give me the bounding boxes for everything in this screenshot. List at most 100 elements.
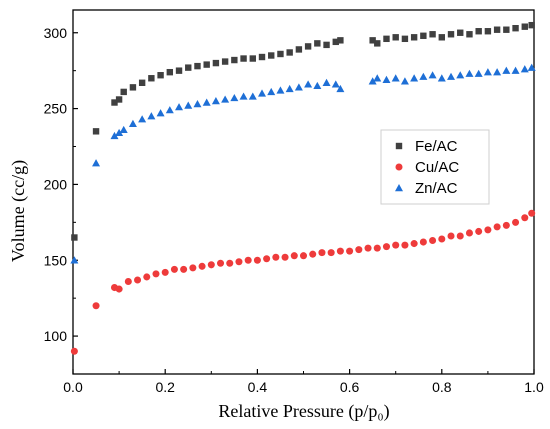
data-point xyxy=(484,226,492,234)
data-point xyxy=(410,34,418,41)
data-point xyxy=(166,68,174,76)
data-point xyxy=(138,115,147,123)
legend-label: Cu/AC xyxy=(415,159,459,176)
data-point xyxy=(318,249,326,257)
data-point xyxy=(235,258,243,266)
x-tick-label: 0.4 xyxy=(248,379,268,395)
x-axis-title: Relative Pressure (p/p₀) xyxy=(218,401,389,422)
data-point xyxy=(382,75,391,83)
data-point xyxy=(475,28,482,35)
data-point xyxy=(503,26,510,33)
data-point xyxy=(337,37,344,44)
data-point xyxy=(92,128,100,135)
data-point xyxy=(502,221,510,229)
legend-marker xyxy=(395,163,403,171)
data-point xyxy=(143,273,151,281)
data-point xyxy=(92,159,101,167)
data-point xyxy=(520,65,529,73)
data-point xyxy=(364,244,372,252)
data-point xyxy=(276,86,285,94)
data-point xyxy=(474,69,483,77)
data-point xyxy=(528,209,536,217)
data-point xyxy=(304,80,313,88)
data-point xyxy=(253,256,261,264)
y-tick-label: 100 xyxy=(44,328,68,344)
data-point xyxy=(148,75,155,82)
data-point xyxy=(400,77,409,85)
data-point xyxy=(221,58,229,65)
x-tick-label: 0.2 xyxy=(155,379,175,395)
data-point xyxy=(244,256,252,264)
data-point xyxy=(285,84,294,93)
data-point xyxy=(272,253,280,261)
data-point xyxy=(258,53,266,61)
data-point xyxy=(294,83,303,91)
data-point xyxy=(392,241,400,249)
data-point xyxy=(419,72,428,80)
data-point xyxy=(336,247,344,255)
legend-marker xyxy=(395,184,403,192)
data-point xyxy=(299,252,308,260)
data-point xyxy=(369,37,376,44)
data-point xyxy=(483,68,492,76)
data-point xyxy=(115,285,123,293)
data-point xyxy=(70,347,78,355)
data-point xyxy=(391,74,400,82)
legend-marker xyxy=(395,142,403,150)
data-point xyxy=(165,106,174,114)
data-point xyxy=(129,84,137,91)
data-point xyxy=(313,81,322,90)
data-point xyxy=(175,103,184,111)
x-tick-label: 1.0 xyxy=(524,379,544,395)
data-point xyxy=(207,261,215,269)
data-point xyxy=(420,32,427,39)
data-point xyxy=(120,88,127,96)
data-point xyxy=(119,125,128,134)
data-point xyxy=(128,119,137,127)
legend-label: Fe/AC xyxy=(415,138,458,155)
data-point xyxy=(263,255,271,263)
data-point xyxy=(115,96,123,103)
data-point xyxy=(180,265,188,273)
data-point xyxy=(175,67,183,74)
data-point xyxy=(332,38,339,46)
data-point xyxy=(484,28,492,35)
data-point xyxy=(203,61,210,68)
data-point xyxy=(111,99,118,106)
data-point xyxy=(331,80,340,88)
data-point xyxy=(465,229,473,237)
y-tick-label: 150 xyxy=(44,252,68,268)
data-point xyxy=(457,29,464,36)
y-tick-label: 250 xyxy=(44,101,68,117)
data-point xyxy=(410,74,419,82)
data-point xyxy=(286,49,293,56)
data-point xyxy=(277,50,284,58)
data-point xyxy=(521,23,528,30)
data-point xyxy=(373,244,381,252)
data-point xyxy=(438,235,446,243)
data-point xyxy=(217,259,225,267)
data-point xyxy=(124,277,132,286)
data-point xyxy=(115,128,124,137)
data-point xyxy=(447,31,455,38)
data-point xyxy=(198,262,206,270)
data-point xyxy=(419,238,427,246)
data-point xyxy=(147,112,156,120)
series-fe-ac xyxy=(71,21,535,241)
data-point xyxy=(336,84,345,93)
data-point xyxy=(281,253,289,261)
data-point xyxy=(528,21,535,29)
data-point xyxy=(70,256,79,264)
data-point xyxy=(429,237,437,245)
y-axis-title: Volume (cc/g) xyxy=(8,160,29,262)
data-point xyxy=(156,109,165,117)
data-point xyxy=(437,74,446,82)
data-point xyxy=(185,64,192,71)
data-point xyxy=(512,218,520,226)
data-point xyxy=(368,77,377,85)
data-point xyxy=(309,250,317,258)
data-point xyxy=(493,68,502,76)
data-point xyxy=(401,35,409,43)
data-point xyxy=(521,214,529,222)
